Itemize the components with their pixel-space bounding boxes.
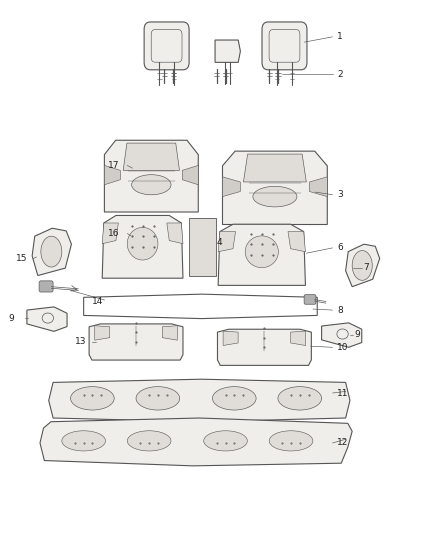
Text: 13: 13 [75, 337, 86, 346]
Ellipse shape [253, 187, 297, 207]
Ellipse shape [278, 386, 321, 410]
Polygon shape [346, 244, 380, 287]
Text: 15: 15 [16, 254, 28, 263]
Polygon shape [102, 215, 183, 278]
Polygon shape [215, 40, 240, 62]
Text: 16: 16 [108, 229, 119, 238]
Polygon shape [291, 331, 306, 345]
Polygon shape [223, 177, 240, 197]
FancyBboxPatch shape [262, 22, 307, 70]
Ellipse shape [245, 236, 279, 268]
Text: 7: 7 [363, 263, 369, 272]
Text: 12: 12 [337, 439, 348, 448]
Text: 3: 3 [337, 190, 343, 199]
FancyBboxPatch shape [144, 22, 189, 70]
Ellipse shape [131, 175, 171, 195]
Text: 2: 2 [337, 70, 343, 78]
Polygon shape [244, 154, 306, 182]
Ellipse shape [71, 386, 114, 410]
Polygon shape [167, 223, 183, 244]
Polygon shape [218, 224, 305, 285]
Ellipse shape [41, 236, 62, 267]
Text: 9: 9 [9, 313, 14, 322]
Ellipse shape [212, 386, 256, 410]
Polygon shape [218, 231, 236, 252]
Text: 11: 11 [337, 389, 348, 398]
Polygon shape [95, 326, 110, 340]
Ellipse shape [62, 431, 106, 451]
FancyBboxPatch shape [304, 295, 316, 304]
Text: 1: 1 [337, 33, 343, 42]
Polygon shape [32, 228, 71, 276]
Text: 6: 6 [337, 244, 343, 253]
Ellipse shape [269, 431, 313, 451]
Polygon shape [223, 331, 238, 345]
Polygon shape [89, 324, 183, 360]
Ellipse shape [127, 228, 158, 260]
Polygon shape [162, 326, 177, 340]
Polygon shape [182, 165, 198, 185]
Polygon shape [27, 307, 67, 332]
Polygon shape [123, 143, 180, 171]
Polygon shape [288, 231, 305, 252]
Polygon shape [40, 418, 352, 466]
Ellipse shape [127, 431, 171, 451]
Text: 9: 9 [354, 330, 360, 339]
Text: 10: 10 [337, 343, 348, 352]
Polygon shape [218, 329, 311, 366]
Polygon shape [310, 177, 327, 197]
Polygon shape [104, 140, 198, 212]
Text: 8: 8 [337, 305, 343, 314]
Polygon shape [102, 223, 118, 244]
Polygon shape [321, 323, 362, 348]
FancyBboxPatch shape [39, 281, 53, 292]
Polygon shape [223, 151, 327, 224]
Polygon shape [189, 217, 215, 276]
Text: 17: 17 [108, 161, 119, 170]
Ellipse shape [136, 386, 180, 410]
Polygon shape [104, 165, 120, 185]
Text: 4: 4 [217, 238, 223, 247]
Text: 14: 14 [92, 296, 104, 305]
Ellipse shape [352, 251, 372, 280]
Polygon shape [49, 379, 350, 422]
Ellipse shape [204, 431, 247, 451]
